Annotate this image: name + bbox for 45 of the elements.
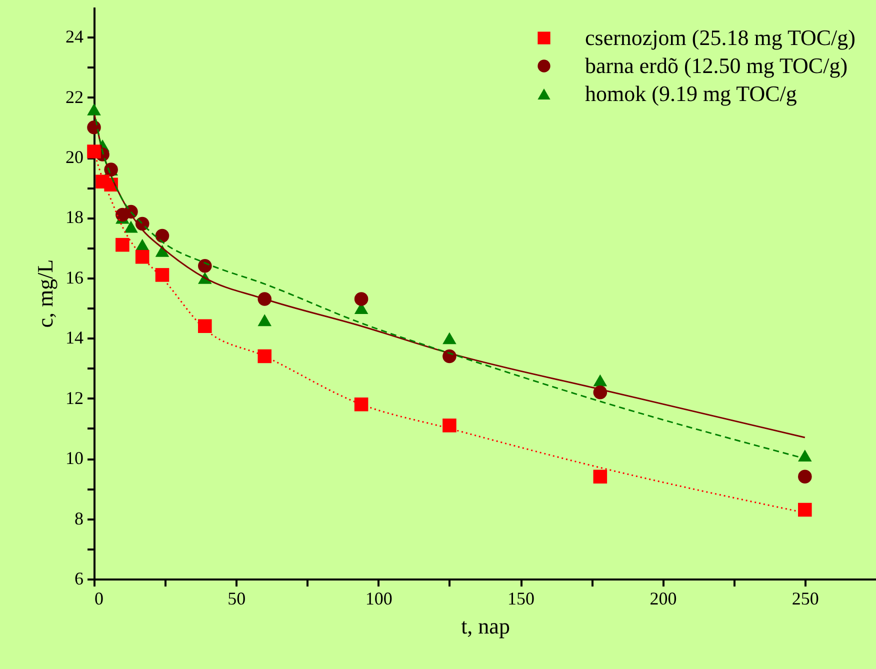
point: [354, 397, 368, 412]
point: [798, 450, 812, 462]
point: [155, 228, 170, 243]
y-tick-label: 18: [66, 207, 84, 228]
point: [116, 208, 130, 222]
point: [124, 220, 138, 233]
point: [198, 319, 212, 334]
point: [593, 470, 608, 484]
point: [135, 250, 150, 264]
x-tick-label: 150: [508, 588, 535, 608]
point: [354, 292, 368, 306]
y-tick-label: 22: [66, 86, 84, 107]
y-tick-label: 16: [66, 267, 84, 288]
x-axis-title: t, nap: [461, 614, 510, 638]
point: [798, 470, 812, 484]
point: [258, 349, 272, 364]
legend-label: homok (9.19 mg TOC/g: [585, 81, 797, 106]
x-tick-label: 0: [94, 588, 104, 608]
y-tick-label: 12: [66, 388, 84, 408]
point: [442, 332, 456, 344]
point: [87, 103, 101, 116]
y-tick-label: 10: [66, 448, 84, 468]
y-tick-label: 24: [66, 26, 84, 47]
y-tick-label: 20: [66, 147, 84, 168]
point: [593, 374, 608, 386]
point: [258, 314, 272, 326]
legend-label: barna erdõ (12.50 mg TOC/g): [585, 53, 848, 78]
point: [87, 120, 101, 134]
point: [798, 502, 812, 517]
point: [155, 268, 170, 282]
y-tick-label: 14: [66, 328, 84, 348]
y-tick-label: 8: [74, 508, 84, 528]
y-axis-title: c, mg/L: [32, 259, 58, 328]
x-tick-label: 250: [792, 588, 819, 608]
point: [155, 244, 170, 257]
x-tick-label: 100: [365, 588, 392, 608]
point: [116, 238, 130, 252]
y-tick-label: 6: [74, 568, 84, 588]
legend-label: csernozjom (25.18 mg TOC/g): [585, 25, 856, 50]
point: [198, 259, 212, 273]
point: [442, 418, 456, 432]
point: [96, 174, 110, 189]
point: [87, 144, 101, 158]
x-tick-label: 200: [650, 588, 677, 608]
x-tick-label: 50: [228, 588, 246, 608]
